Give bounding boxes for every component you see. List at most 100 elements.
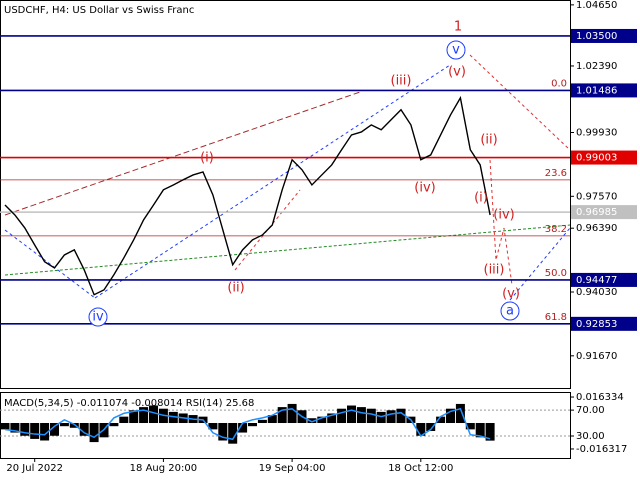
price-line bbox=[4, 95, 491, 296]
y-tick-label: 0.016334 bbox=[576, 392, 624, 403]
macd-bar bbox=[446, 408, 455, 424]
macd-bar bbox=[149, 405, 158, 424]
macd-bar bbox=[20, 423, 30, 436]
macd-bar bbox=[396, 408, 406, 424]
macd-bar bbox=[356, 407, 366, 424]
indicator-title: MACD(5,34,5) -0.011074 -0.008014 RSI(14)… bbox=[4, 398, 254, 409]
macd-bar bbox=[287, 403, 297, 424]
level-label: 0.92853 bbox=[576, 319, 617, 330]
macd-bar bbox=[327, 413, 337, 424]
macd-bar bbox=[347, 405, 356, 424]
wave-label: (iii) bbox=[391, 74, 412, 89]
macd-bar bbox=[50, 423, 59, 436]
y-tick-label: 0.99930 bbox=[576, 127, 617, 138]
macd-bar bbox=[238, 423, 248, 433]
macd-bar bbox=[317, 416, 327, 424]
main-frame bbox=[0, 0, 571, 389]
macd-bar bbox=[79, 423, 89, 436]
wave-label: iv bbox=[92, 310, 104, 325]
wave-label: a bbox=[506, 304, 514, 319]
trend-line bbox=[509, 227, 571, 301]
macd-bar bbox=[267, 415, 277, 424]
wave-label: (iii) bbox=[484, 263, 505, 278]
macd-bar bbox=[436, 416, 446, 424]
fib-label: 61.8 bbox=[545, 312, 567, 323]
level-box bbox=[571, 150, 637, 165]
macd-bar bbox=[59, 423, 69, 427]
macd-bar bbox=[257, 419, 267, 424]
trend-line bbox=[489, 159, 513, 286]
wave-circle bbox=[500, 301, 520, 321]
macd-bar bbox=[69, 423, 79, 428]
chart-title: USDCHF, H4: US Dollar vs Swiss Franc bbox=[4, 5, 194, 16]
wave-circle bbox=[446, 40, 466, 60]
macd-bar bbox=[139, 407, 149, 424]
macd-bar bbox=[277, 407, 287, 424]
macd-bar bbox=[119, 416, 129, 424]
fib-label: 50.0 bbox=[545, 268, 567, 279]
fib-label: 38.2 bbox=[545, 224, 567, 235]
x-tick-label: 18 Aug 20:00 bbox=[130, 463, 197, 474]
y-tick-label: 1.02390 bbox=[576, 61, 617, 72]
trend-line bbox=[234, 189, 301, 271]
macd-bar bbox=[129, 410, 139, 424]
wave-label: (i) bbox=[200, 151, 214, 166]
wave-label: 1 bbox=[454, 20, 462, 35]
level-box bbox=[571, 316, 637, 331]
y-tick-label: 30.00 bbox=[576, 431, 605, 442]
level-label: 0.96985 bbox=[576, 207, 617, 218]
macd-bar bbox=[455, 403, 465, 424]
macd-bar bbox=[376, 411, 386, 424]
level-label: 0.94477 bbox=[576, 275, 617, 286]
rsi-line bbox=[4, 407, 491, 441]
y-tick-label: -0.016317 bbox=[576, 444, 627, 455]
level-label: 0.99003 bbox=[576, 153, 617, 164]
trend-line bbox=[4, 224, 571, 276]
macd-bar bbox=[168, 411, 178, 424]
macd-bar bbox=[218, 423, 228, 441]
macd-bar bbox=[475, 423, 485, 438]
wave-label: v bbox=[452, 43, 460, 58]
trend-line bbox=[4, 229, 96, 299]
level-label: 1.01486 bbox=[576, 85, 617, 96]
macd-bar bbox=[40, 423, 50, 441]
macd-bar bbox=[248, 423, 257, 427]
macd-bar bbox=[386, 410, 396, 424]
x-tick-label: 18 Oct 12:00 bbox=[388, 463, 453, 474]
level-label: 1.03500 bbox=[576, 31, 617, 42]
macd-bar bbox=[416, 423, 426, 436]
macd-bar bbox=[0, 423, 10, 430]
macd-bar bbox=[485, 423, 495, 441]
fib-label: 23.6 bbox=[545, 168, 567, 179]
wave-label: (v) bbox=[502, 287, 520, 302]
y-tick-label: 0.97570 bbox=[576, 191, 617, 202]
wave-label: (ii) bbox=[480, 133, 497, 148]
macd-bar bbox=[307, 418, 317, 424]
macd-bar bbox=[109, 423, 119, 427]
level-box bbox=[571, 28, 637, 43]
macd-bar bbox=[426, 423, 436, 431]
wave-label: (ii) bbox=[227, 281, 244, 296]
macd-bar bbox=[366, 408, 376, 424]
macd-bar bbox=[89, 423, 99, 443]
wave-label: (iv) bbox=[414, 181, 435, 196]
macd-bar bbox=[465, 423, 475, 430]
fib-label: 0.0 bbox=[551, 78, 567, 89]
macd-bar bbox=[208, 423, 218, 430]
level-box bbox=[571, 272, 637, 287]
trend-line bbox=[469, 54, 571, 151]
wave-label: (i) bbox=[474, 191, 488, 206]
trend-lines bbox=[4, 54, 571, 301]
y-tick-label: 0.94030 bbox=[576, 287, 617, 298]
level-box bbox=[571, 83, 637, 98]
macd-bar bbox=[228, 423, 238, 444]
wave-circle bbox=[88, 307, 108, 327]
wave-label: (v) bbox=[448, 65, 466, 80]
y-tick-label: 70.00 bbox=[576, 405, 605, 416]
trend-line bbox=[94, 64, 451, 299]
x-tick-label: 19 Sep 04:00 bbox=[259, 463, 326, 474]
level-box bbox=[571, 205, 637, 220]
macd-bar bbox=[30, 423, 40, 439]
